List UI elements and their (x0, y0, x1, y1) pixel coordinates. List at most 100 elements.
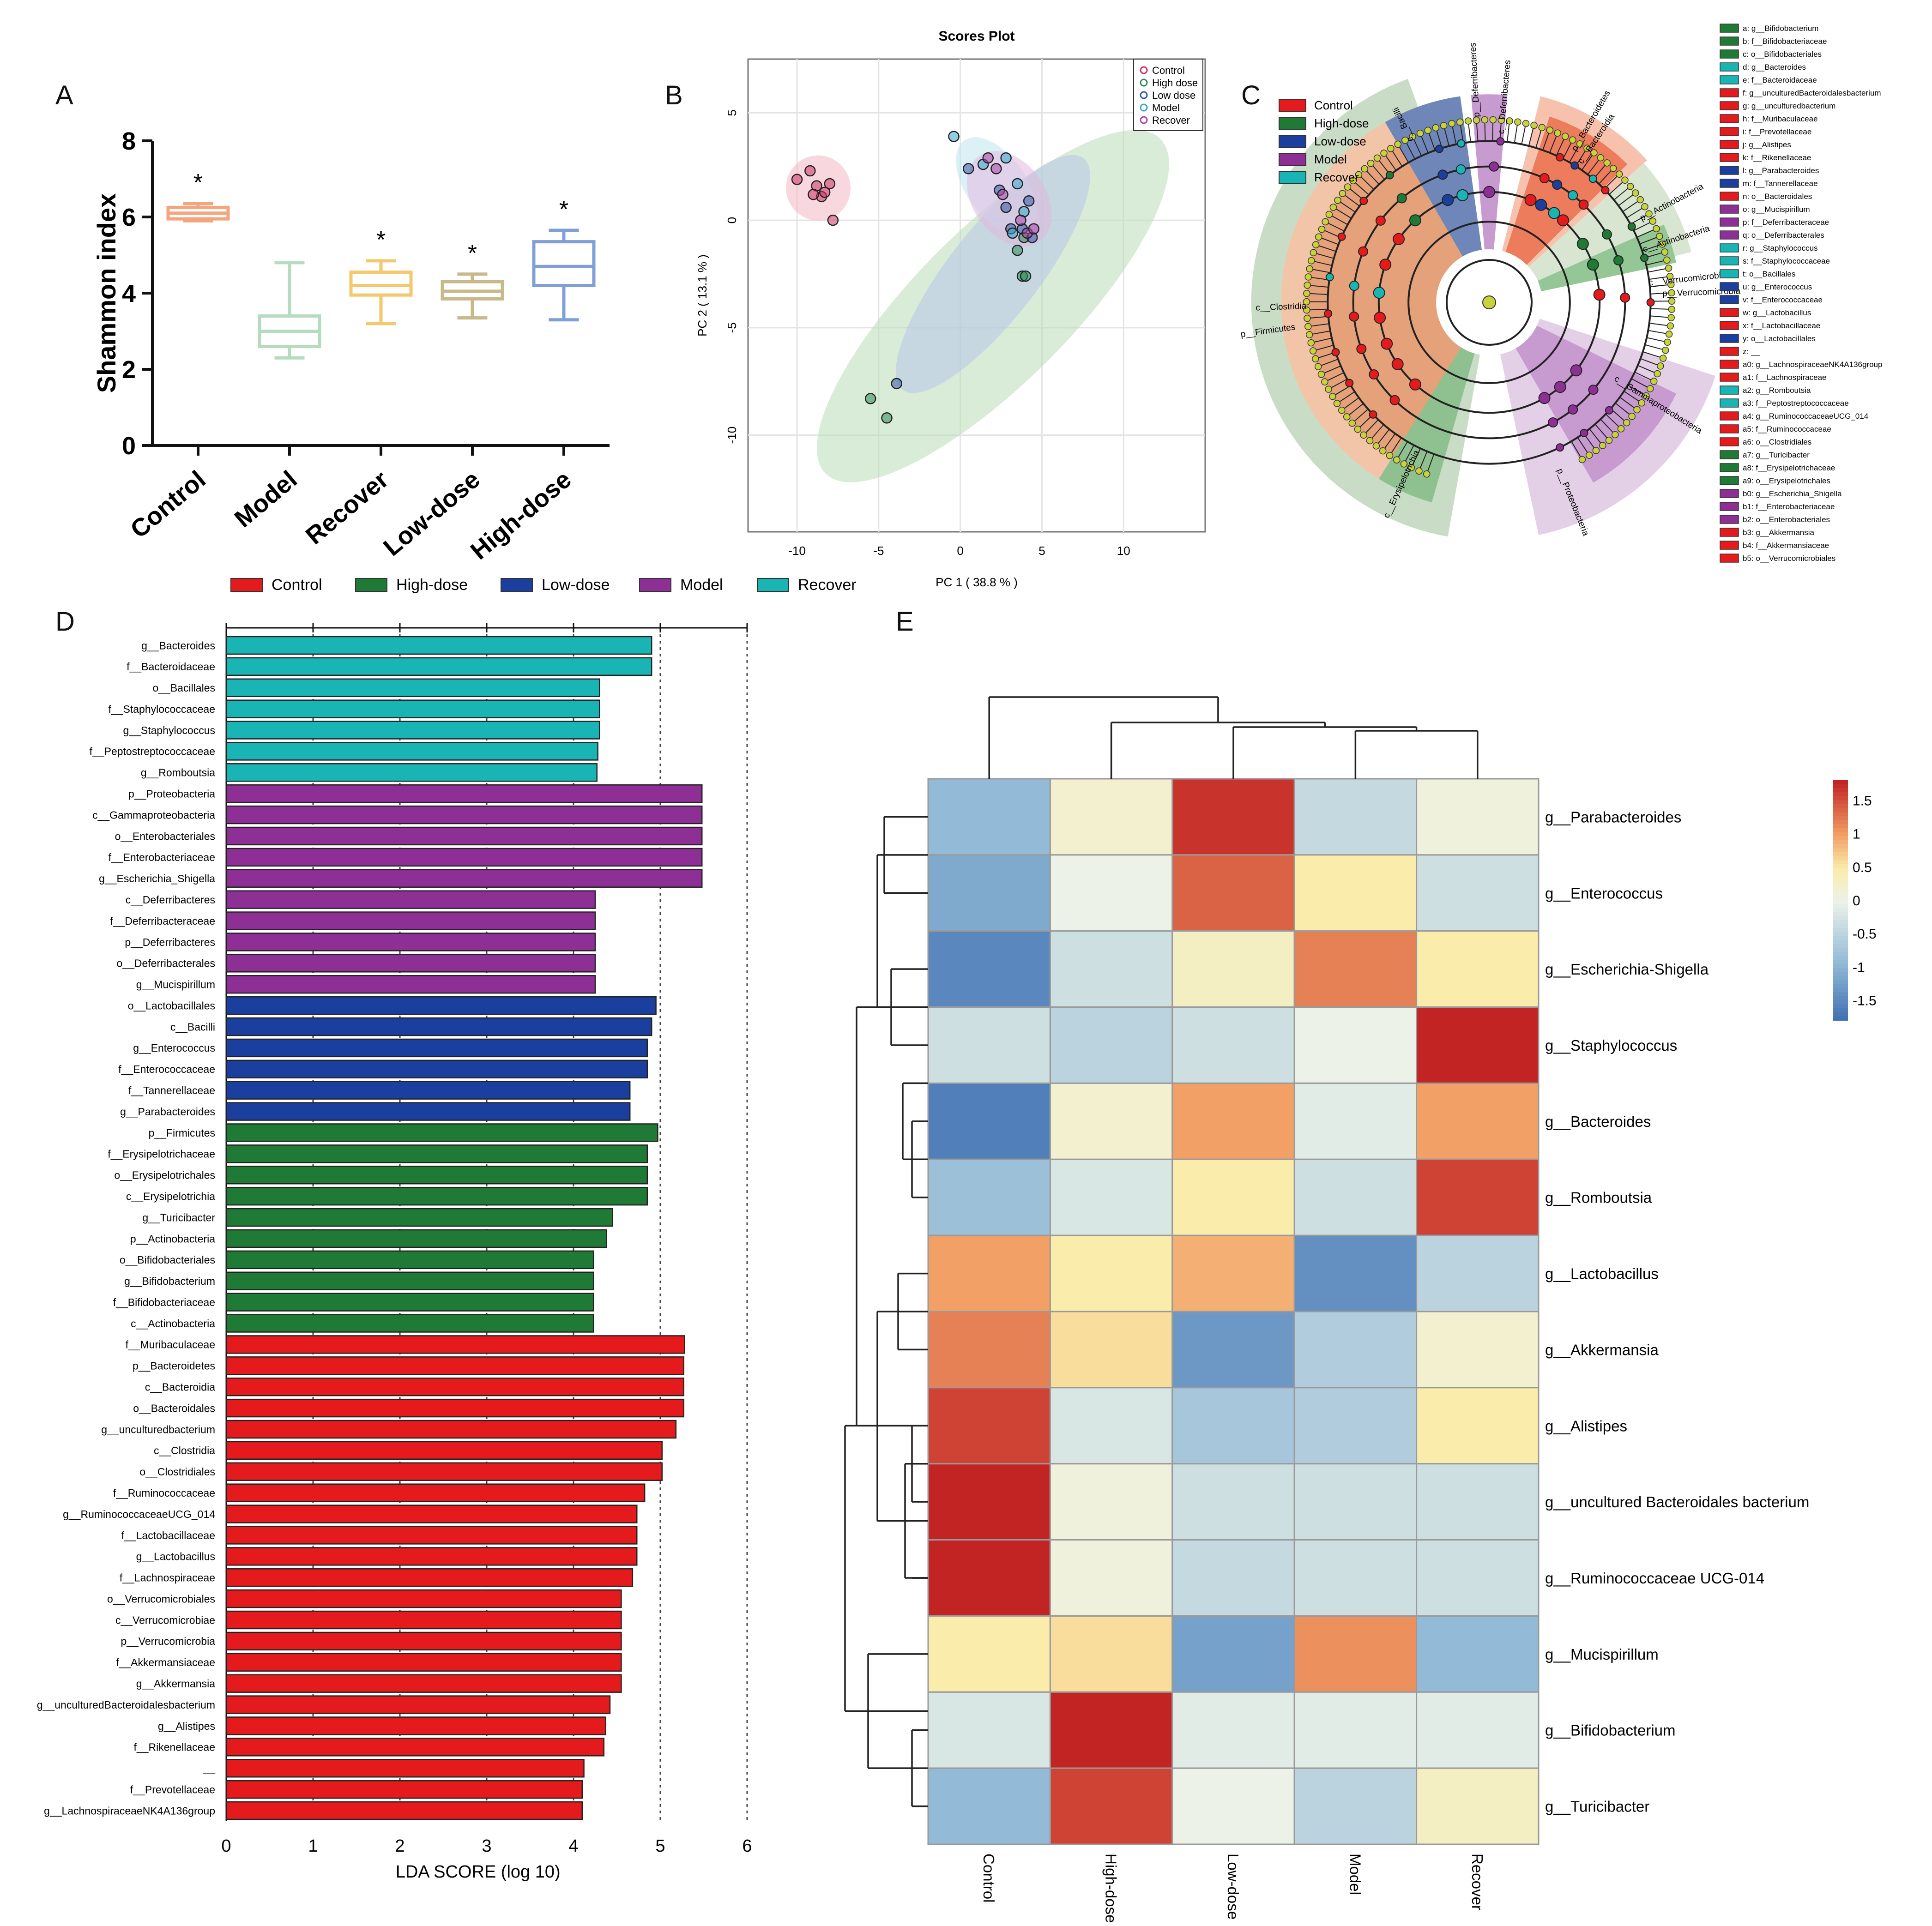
key-label: q: o__Deferribacterales (1743, 231, 1824, 240)
heatmap-cell (1171, 1082, 1295, 1160)
key-swatch (1720, 217, 1739, 227)
scatter-point (791, 174, 803, 185)
lda-bar (225, 636, 652, 655)
colorbar-segment (1833, 948, 1848, 953)
column-label: Control (980, 1854, 997, 1902)
tree-leaf-node (1338, 406, 1346, 414)
biomarker-node (1627, 222, 1636, 231)
heatmap-cell (1171, 778, 1295, 856)
tree-leaf-node (1393, 456, 1401, 463)
tree-leaf-node (1668, 289, 1675, 297)
key-swatch (1720, 385, 1739, 395)
legend-label: Low dose (1152, 90, 1195, 101)
legend-swatch (1279, 99, 1306, 112)
row-label: g__Staphylococcus (1545, 1037, 1677, 1054)
colorbar-segment (1833, 1004, 1848, 1009)
key-swatch (1720, 166, 1739, 175)
heatmap-cell (1171, 1691, 1295, 1769)
box-recover (349, 271, 413, 297)
bar-label: g__Staphylococcus (123, 724, 215, 736)
key-swatch (1720, 269, 1739, 278)
biomarker-node (1580, 428, 1588, 437)
column-label: Low-dose (1225, 1854, 1242, 1920)
key-label: x: f__Lactobacillaceae (1743, 321, 1820, 330)
heatmap-cell (1049, 1311, 1173, 1389)
biomarker-node (1570, 364, 1582, 377)
tree-leaf-node (1522, 120, 1530, 127)
key-swatch (1720, 347, 1739, 356)
biomarker-node (1349, 311, 1359, 322)
bar-label: o__Verrucomicrobiales (107, 1593, 215, 1605)
scatter-point (990, 163, 1002, 175)
key-swatch (1720, 88, 1739, 97)
colorbar-segment (1833, 836, 1848, 841)
tree-leaf-node (1394, 140, 1401, 148)
bar-label: f__Erysipelotrichaceae (108, 1148, 215, 1160)
bar-label: c__Gammaproteobacteria (92, 809, 215, 821)
key-swatch (1720, 476, 1739, 485)
heatmap-cell (1049, 1539, 1173, 1617)
bar-label: o__Enterobacteriales (115, 830, 215, 842)
heatmap-cell (1416, 1539, 1540, 1617)
tree-leaf-node (1306, 265, 1313, 272)
key-swatch (1720, 528, 1739, 537)
heatmap-cell (1293, 1311, 1418, 1389)
legend-label: Model (1314, 152, 1347, 166)
biomarker-node (1337, 232, 1346, 241)
biomarker-node (1578, 199, 1589, 210)
key-label: y: o__Lactobacillales (1743, 334, 1816, 343)
tree-leaf-node (1379, 447, 1387, 455)
heatmap-cell (1293, 778, 1418, 856)
colorbar-segment (1833, 940, 1848, 945)
tree-leaf-node (1367, 159, 1375, 167)
key-swatch (1720, 36, 1739, 46)
bar-label: p__Firmicutes (149, 1127, 215, 1139)
colorbar-segment (1833, 864, 1848, 869)
heatmap-cell (1293, 930, 1418, 1008)
colorbar-tick-label: -0.5 (1853, 927, 1877, 942)
lda-bar (225, 1144, 648, 1163)
lda-bar (225, 1610, 622, 1630)
lda-bar (225, 933, 596, 951)
colorbar-tick-label: -1.5 (1853, 993, 1877, 1009)
tree-leaf-node (1605, 436, 1613, 444)
bar-label: f__Lactobacillaceae (121, 1529, 215, 1541)
heatmap-cell (1049, 1767, 1173, 1845)
legend-box (1133, 59, 1203, 131)
tree-leaf-node (1348, 419, 1356, 427)
biomarker-node (1373, 287, 1385, 299)
tree-leaf-node (1343, 413, 1351, 421)
heatmap-cell (1293, 1615, 1418, 1693)
heatmap-cell (1416, 930, 1540, 1008)
key-label: i: f__Prevotellaceae (1743, 127, 1811, 136)
bar-label: o__Bacteroidales (133, 1402, 215, 1414)
tree-leaf-node (1615, 170, 1623, 178)
biomarker-node (1568, 190, 1578, 201)
biomarker-node (1359, 196, 1368, 205)
row-label: g__Ruminococcaceae UCG-014 (1545, 1570, 1764, 1587)
tree-leaf-node (1597, 154, 1605, 162)
biomarker-node (1538, 392, 1551, 404)
x-tick-label: -10 (788, 544, 806, 558)
scatter-point (982, 152, 994, 164)
legend-swatch (355, 578, 387, 592)
tree-leaf-node (1322, 218, 1329, 226)
biomarker-node (1601, 186, 1610, 195)
bar-label: f__Lachnospiraceae (120, 1572, 215, 1584)
bar-label: g__LachnospiraceaeNK4A136group (44, 1805, 215, 1817)
lda-bar (225, 975, 596, 994)
bar-label: g__Romboutsia (141, 767, 215, 779)
heatmap-cell (1416, 1463, 1540, 1541)
legend-swatch (1279, 153, 1306, 166)
biomarker-node (1539, 173, 1550, 184)
colorbar-segment (1833, 888, 1848, 893)
tree-leaf-node (1354, 426, 1362, 433)
lda-bar (225, 848, 703, 867)
colorbar-segment (1833, 812, 1848, 817)
heatmap-cell (927, 1158, 1051, 1236)
colorbar-segment (1833, 800, 1848, 805)
colorbar-segment (1833, 988, 1848, 993)
scatter-point (1012, 178, 1023, 190)
y-tick-label: 6 (122, 204, 136, 231)
row-label: g__Lactobacillus (1545, 1265, 1659, 1282)
